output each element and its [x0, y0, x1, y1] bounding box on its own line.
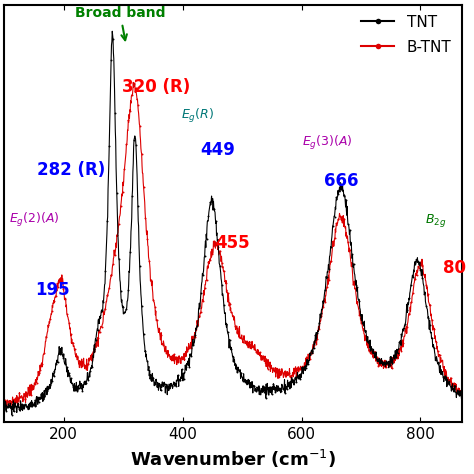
- TNT: [252, 388, 258, 394]
- TNT: [79, 382, 84, 387]
- Text: 320 (R): 320 (R): [122, 78, 190, 96]
- Text: 666: 666: [324, 172, 359, 190]
- Text: 455: 455: [215, 234, 250, 252]
- Text: $E_g(3)(A)$: $E_g(3)(A)$: [301, 134, 352, 152]
- Legend: TNT, B-TNT: TNT, B-TNT: [358, 12, 455, 58]
- Text: 80: 80: [443, 259, 466, 277]
- TNT: [63, 361, 68, 367]
- Text: $E_g(R)$: $E_g(R)$: [182, 107, 215, 125]
- TNT: [109, 28, 115, 34]
- B-TNT: [2, 407, 8, 412]
- Text: $B_{2g}$: $B_{2g}$: [425, 212, 447, 229]
- B-TNT: [252, 345, 258, 350]
- TNT: [201, 268, 206, 274]
- B-TNT: [243, 339, 248, 345]
- Text: 449: 449: [201, 141, 235, 159]
- TNT: [9, 412, 15, 418]
- TNT: [156, 381, 162, 386]
- B-TNT: [459, 391, 465, 397]
- B-TNT: [1, 404, 7, 410]
- Text: $E_g(2)(A)$: $E_g(2)(A)$: [9, 211, 60, 229]
- B-TNT: [156, 325, 162, 331]
- TNT: [1, 400, 7, 406]
- Text: Broad band: Broad band: [75, 6, 165, 40]
- Line: TNT: TNT: [3, 30, 463, 416]
- Line: B-TNT: B-TNT: [3, 82, 463, 410]
- X-axis label: Wavenumber (cm$^{-1}$): Wavenumber (cm$^{-1}$): [130, 448, 336, 470]
- B-TNT: [201, 288, 206, 293]
- TNT: [243, 376, 248, 382]
- B-TNT: [63, 296, 68, 302]
- B-TNT: [79, 356, 84, 362]
- TNT: [459, 392, 465, 397]
- Text: 195: 195: [35, 281, 70, 299]
- Text: 282 (R): 282 (R): [37, 161, 105, 179]
- B-TNT: [130, 80, 136, 85]
